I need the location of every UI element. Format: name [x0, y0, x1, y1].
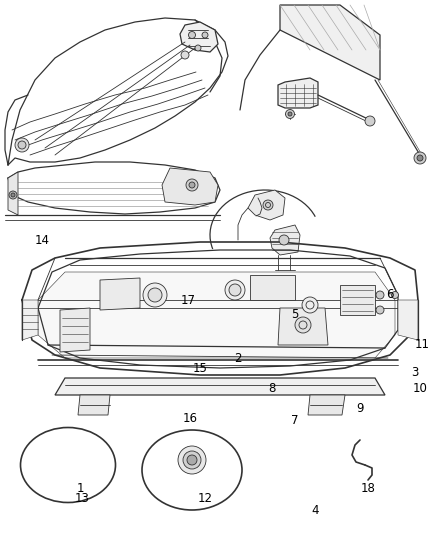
Circle shape [365, 116, 375, 126]
Ellipse shape [21, 427, 116, 503]
Text: 16: 16 [183, 411, 198, 424]
Text: 5: 5 [291, 309, 299, 321]
Circle shape [181, 51, 189, 59]
Polygon shape [80, 480, 95, 488]
Polygon shape [280, 5, 380, 80]
Circle shape [183, 451, 201, 469]
Circle shape [263, 200, 273, 210]
Polygon shape [250, 275, 295, 300]
Text: 18: 18 [360, 481, 375, 495]
Polygon shape [35, 447, 100, 480]
Text: 7: 7 [291, 414, 299, 426]
Polygon shape [60, 308, 90, 352]
Polygon shape [162, 168, 218, 205]
Circle shape [195, 45, 201, 51]
Text: 3: 3 [411, 366, 419, 378]
Text: 8: 8 [268, 382, 276, 394]
Polygon shape [398, 300, 418, 340]
Circle shape [143, 283, 167, 307]
Circle shape [186, 179, 198, 191]
Circle shape [376, 291, 384, 299]
Circle shape [18, 141, 26, 149]
Text: 2: 2 [234, 351, 242, 365]
Ellipse shape [142, 430, 242, 510]
Text: 14: 14 [35, 233, 49, 246]
Circle shape [11, 193, 15, 197]
Text: 15: 15 [193, 361, 208, 375]
Circle shape [225, 280, 245, 300]
Polygon shape [40, 480, 55, 488]
Polygon shape [270, 225, 300, 255]
Circle shape [417, 155, 423, 161]
Circle shape [376, 306, 384, 314]
Circle shape [295, 317, 311, 333]
Polygon shape [278, 78, 318, 108]
Circle shape [229, 284, 241, 296]
Polygon shape [38, 272, 395, 358]
Circle shape [302, 297, 318, 313]
Polygon shape [60, 480, 75, 488]
Circle shape [9, 191, 17, 199]
Polygon shape [278, 308, 328, 345]
Circle shape [279, 235, 289, 245]
Text: 1: 1 [76, 481, 84, 495]
Text: 6: 6 [386, 288, 394, 302]
Text: 11: 11 [414, 338, 430, 351]
Polygon shape [175, 475, 208, 486]
Circle shape [392, 292, 399, 298]
Text: 13: 13 [74, 491, 89, 505]
Circle shape [187, 455, 197, 465]
Polygon shape [78, 395, 110, 415]
Circle shape [202, 32, 208, 38]
Text: 17: 17 [180, 294, 195, 306]
Circle shape [286, 109, 294, 118]
Polygon shape [22, 300, 38, 340]
Polygon shape [248, 190, 285, 220]
Text: 12: 12 [198, 491, 212, 505]
Circle shape [288, 112, 292, 116]
Polygon shape [8, 172, 18, 215]
Circle shape [414, 152, 426, 164]
Circle shape [188, 31, 195, 38]
Polygon shape [308, 395, 345, 415]
Polygon shape [55, 378, 385, 395]
Polygon shape [180, 22, 218, 52]
Circle shape [178, 446, 206, 474]
Text: 10: 10 [413, 382, 427, 394]
Polygon shape [340, 285, 375, 315]
Circle shape [148, 288, 162, 302]
Text: 9: 9 [356, 401, 364, 415]
Polygon shape [100, 278, 140, 310]
Circle shape [15, 138, 29, 152]
Circle shape [189, 182, 195, 188]
Text: 4: 4 [311, 504, 319, 516]
